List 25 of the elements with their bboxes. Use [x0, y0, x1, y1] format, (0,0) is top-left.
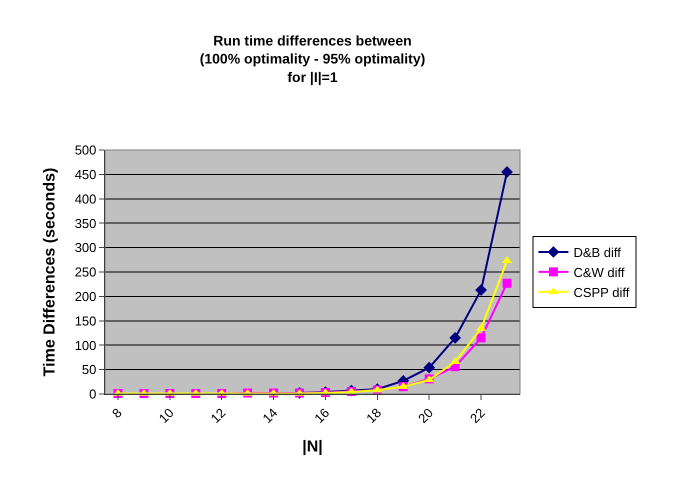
y-tick-label: 300: [74, 240, 96, 256]
y-tick-label: 200: [74, 288, 96, 304]
chart-title: Run time differences between (100% optimality - 95% optimality) for |I|=1: [200, 32, 426, 86]
legend-label: CSPP diff: [573, 284, 630, 300]
y-tick-label: 50: [82, 362, 96, 378]
x-tick-label: 18: [363, 405, 384, 426]
legend-label: C&W diff: [573, 264, 625, 280]
x-tick-label: 22: [466, 405, 488, 426]
y-tick-label: 500: [74, 142, 96, 158]
y-tick-label: 0: [89, 386, 96, 402]
y-tick-label: 350: [74, 216, 96, 231]
y-tick-label: 400: [74, 191, 96, 206]
x-tick-label: 10: [156, 405, 177, 426]
y-tick-label: 250: [74, 264, 96, 280]
y-tick-label: 150: [74, 313, 96, 328]
x-tick-label: 16: [311, 405, 332, 426]
y-tick-label: 100: [74, 338, 96, 353]
x-axis-title: |N|: [302, 438, 323, 456]
x-tick-label: 20: [415, 405, 436, 426]
y-tick-label: 450: [74, 166, 96, 182]
x-tick-label: 12: [208, 405, 228, 426]
x-tick-label: 8: [108, 405, 125, 421]
legend-label: D&B diff: [573, 245, 622, 260]
x-tick-label: 14: [259, 405, 280, 426]
y-axis-title: Time Differences (seconds): [42, 168, 59, 376]
